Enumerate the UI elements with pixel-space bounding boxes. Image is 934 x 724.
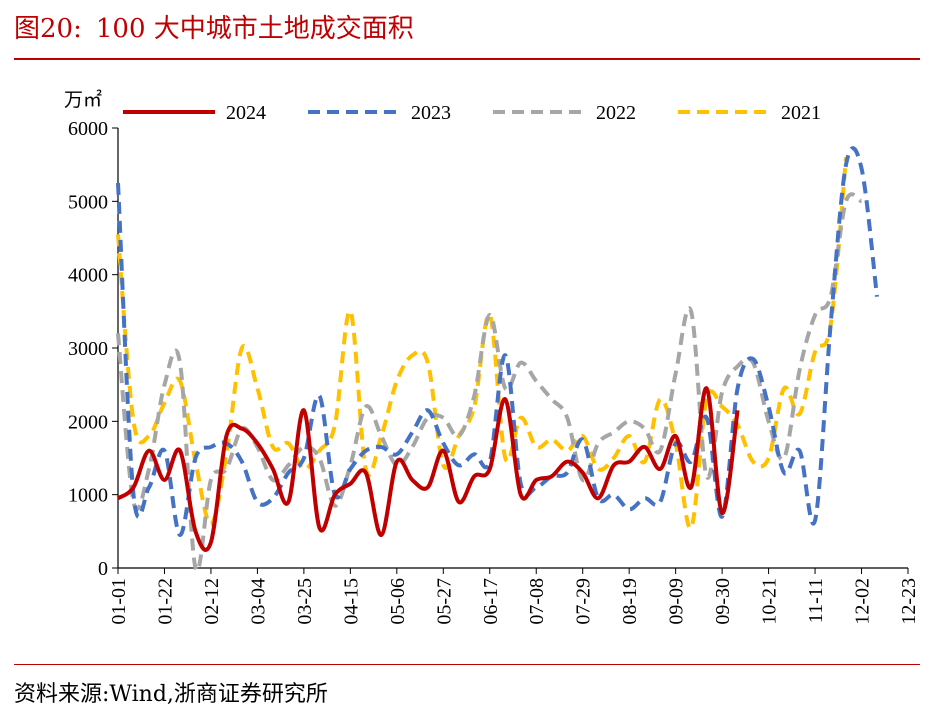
source-divider: [14, 664, 920, 665]
x-tick-label: 12-02: [852, 578, 874, 625]
series-line-2022: [116, 192, 863, 573]
x-tick-label: 10-21: [759, 578, 781, 625]
series-lines: [116, 146, 879, 573]
y-tick-label: 1000: [68, 485, 108, 507]
x-tick-label: 08-19: [619, 578, 641, 625]
x-tick-label: 07-29: [573, 578, 595, 625]
y-tick-label: 3000: [68, 338, 108, 360]
x-tick-label: 01-22: [154, 578, 176, 625]
x-tick-label: 09-30: [712, 578, 734, 625]
figure-label: 图20:: [14, 14, 82, 44]
source-note: 资料来源:Wind,浙商证券研究所: [14, 682, 328, 707]
x-tick-label: 02-12: [201, 578, 223, 625]
y-tick-label: 5000: [68, 191, 108, 213]
figure-title: 图20: 100 大中城市土地成交面积: [14, 8, 414, 45]
legend-label-2024: 2024: [226, 102, 266, 124]
legend: 2024 2023 2022 2021: [123, 102, 821, 124]
x-tick-label: 01-01: [108, 578, 130, 625]
x-axis: 01-01 01-22 02-12 03-04 03-25 04-15 05-06 05-27…: [108, 567, 920, 625]
x-tick-label: 04-15: [340, 578, 362, 625]
legend-label-2023: 2023: [411, 102, 451, 124]
legend-label-2021: 2021: [781, 102, 821, 124]
legend-label-2022: 2022: [596, 102, 636, 124]
title-divider: [14, 58, 920, 60]
y-tick-label: 2000: [68, 411, 108, 433]
x-tick-label: 03-04: [247, 578, 269, 625]
x-tick-label: 11-11: [805, 578, 827, 623]
y-axis: 0 1000 2000 3000 4000 5000 6000 万㎡: [64, 88, 119, 580]
x-tick-label: 03-25: [294, 578, 316, 625]
series-line-2023: [116, 146, 879, 538]
y-tick-label: 4000: [68, 265, 108, 287]
x-tick-label: 05-27: [433, 578, 455, 625]
y-tick-label: 6000: [68, 118, 108, 140]
y-axis-unit: 万㎡: [64, 88, 102, 111]
y-tick-label: 0: [98, 558, 108, 580]
x-tick-label: 07-08: [526, 578, 548, 625]
series-line-2024: [116, 386, 740, 552]
x-tick-label: 06-17: [480, 578, 502, 625]
x-tick-label: 05-06: [387, 578, 409, 625]
x-tick-label: 09-09: [666, 578, 688, 625]
figure-title-text: 100 大中城市土地成交面积: [95, 14, 414, 44]
x-tick-label: 12-23: [898, 578, 920, 625]
